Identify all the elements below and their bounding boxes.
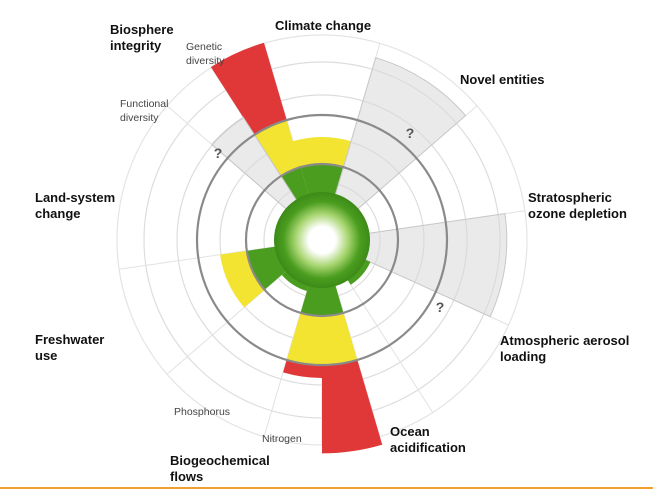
wedge-climate-change-increasing xyxy=(292,137,352,168)
unknown-marker-novel-entities: ? xyxy=(406,125,415,141)
label-novel-entities: Novel entities xyxy=(460,72,545,87)
label-biogeochemical-flows: Biogeochemical flows xyxy=(170,453,273,484)
sublabel-genetic-diversity: Genetic diversity xyxy=(186,41,225,67)
wedge-phosphorus-increasing xyxy=(286,312,322,365)
label-land-system-change: Land-system change xyxy=(35,190,119,221)
boundary-rings xyxy=(195,113,449,367)
safe-boundary-ring xyxy=(244,162,400,318)
label-freshwater-use: Freshwater use xyxy=(35,332,108,363)
label-aerosol-loading: Atmospheric aerosol loading xyxy=(500,333,633,364)
high-risk-boundary-ring xyxy=(195,113,449,367)
sublabel-nitrogen: Nitrogen xyxy=(262,433,302,445)
bottom-rule xyxy=(0,487,653,489)
unknown-marker-aerosol: ? xyxy=(436,299,445,315)
wedge-nitrogen-high xyxy=(322,359,383,454)
wedge-novel-entities xyxy=(321,57,467,242)
label-ozone-depletion: Stratospheric ozone depletion xyxy=(528,190,627,221)
sublabel-functional-diversity: Functional diversity xyxy=(120,98,171,124)
wedge-genetic-diversity-high xyxy=(210,42,287,135)
wedge-land-system-change-increasing xyxy=(220,250,265,308)
safe-operating-space-core xyxy=(274,192,370,288)
wedge-genetic-diversity-increasing xyxy=(254,120,301,177)
unknown-markers: ? ? ? xyxy=(214,125,445,315)
label-climate-change: Climate change xyxy=(275,18,371,33)
label-ocean-acidification: Ocean acidification xyxy=(390,424,466,455)
wedge-phosphorus-high xyxy=(283,359,322,378)
sub-labels: Genetic diversity Functional diversity P… xyxy=(120,41,302,445)
boundary-labels: Climate change Biosphere integrity Novel… xyxy=(35,18,633,484)
sublabel-phosphorus: Phosphorus xyxy=(174,406,230,418)
wedge-nitrogen-increasing xyxy=(322,312,358,365)
label-biosphere-integrity: Biosphere integrity xyxy=(110,22,177,53)
unknown-marker-functional: ? xyxy=(214,145,223,161)
